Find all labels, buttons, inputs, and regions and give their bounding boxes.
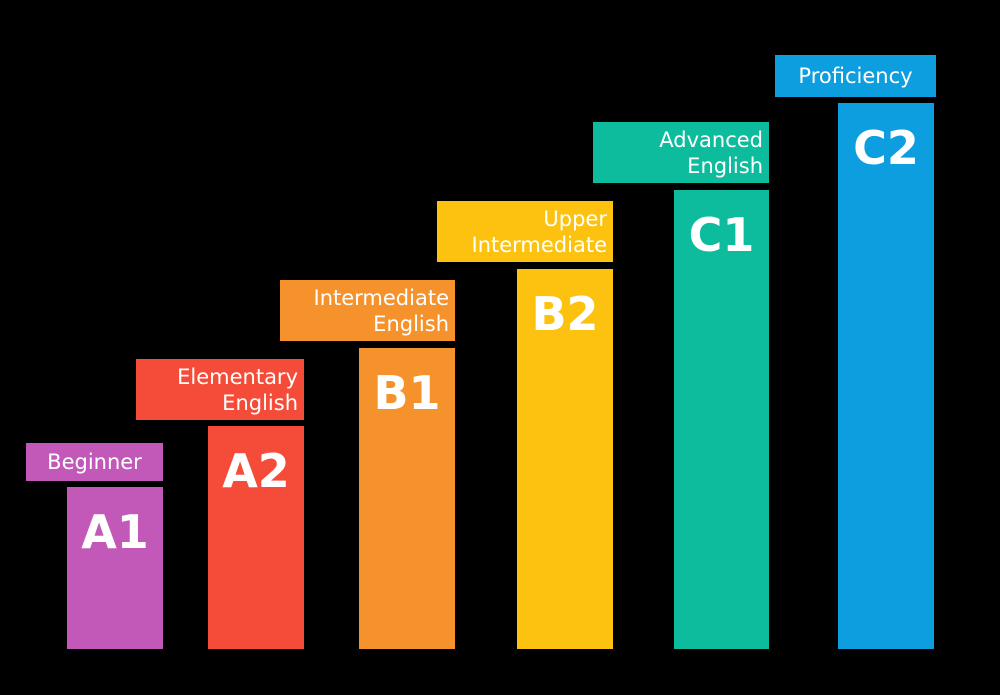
level-a2-description: Elementary English — [136, 359, 304, 420]
level-c2-bar: C2 — [838, 103, 934, 649]
level-b2-description: Upper Intermediate — [437, 201, 613, 262]
level-c1-bar: C1 — [674, 190, 769, 649]
level-a1-bar: A1 — [67, 487, 163, 649]
level-c2-description: Proficiency — [775, 55, 936, 97]
level-a2-bar: A2 — [208, 426, 304, 649]
level-a1-description: Beginner — [26, 443, 163, 481]
level-b1-description: Intermediate English — [280, 280, 455, 341]
level-c1-description: Advanced English — [593, 122, 769, 183]
level-b2-bar: B2 — [517, 269, 613, 649]
level-b1-bar: B1 — [359, 348, 455, 649]
